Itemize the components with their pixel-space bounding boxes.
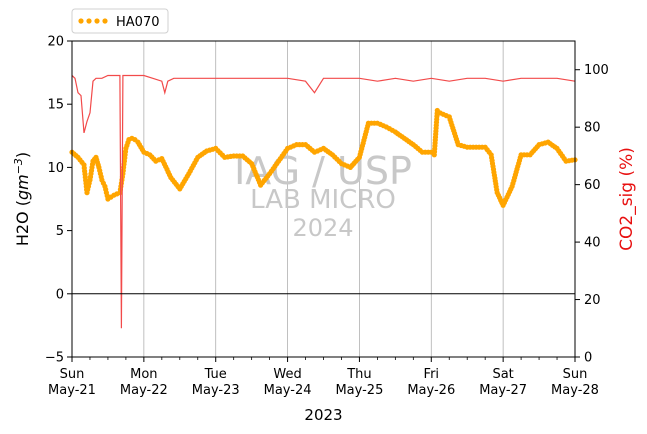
y2-axis-title: CO2_sig (%) (617, 147, 637, 251)
x-tick-label: Sat (492, 367, 513, 382)
series-ha070 (69, 107, 578, 208)
watermark-line: 2024 (292, 214, 353, 242)
co2-sig-line (71, 74, 576, 329)
watermark-line: IAG / USP (234, 149, 412, 193)
y2-tick-label: 40 (584, 236, 601, 251)
grid-lines (143, 41, 504, 357)
x-tick-label: Mon (130, 367, 157, 382)
watermark-line: LAB MICRO (250, 185, 396, 215)
x-tick-label: Sun (563, 367, 588, 382)
y-axis-title: H2O (gm−3) (12, 152, 32, 246)
axis-labels: 2023 H2O (gm−3) CO2_sig (%) (12, 147, 637, 424)
x-tick-label: May-28 (551, 383, 599, 398)
legend-marker (78, 18, 84, 24)
legend-box (71, 8, 169, 34)
x-tick-label: May-23 (192, 383, 240, 398)
legend: HA070 (71, 8, 169, 34)
y2-tick-label: 100 (584, 63, 609, 78)
legend-marker (86, 18, 92, 24)
y-tick-label: 20 (47, 35, 64, 50)
x-tick-label: Tue (204, 367, 227, 382)
x-tick-label: May-27 (479, 383, 527, 398)
y2-tick-label: 20 (584, 293, 601, 308)
x-axis: SunMay-21MonMay-22TueMay-23WedMay-24ThuM… (48, 357, 599, 398)
legend-marker (102, 18, 108, 24)
y-axis-left: −5 0 5 10 15 20 (45, 35, 72, 366)
y-axis-right: 0 20 40 60 80 100 (575, 63, 609, 366)
x-tick-label: May-25 (335, 383, 383, 398)
y2-tick-label: 0 (584, 351, 592, 366)
legend-marker (94, 18, 100, 24)
y-tick-label: 5 (56, 224, 64, 239)
x-axis-title: 2023 (304, 406, 342, 424)
y-tick-label: 0 (56, 287, 64, 302)
y2-tick-label: 60 (584, 178, 601, 193)
y-tick-label: −5 (45, 351, 64, 366)
x-tick-label: Sun (60, 367, 85, 382)
x-tick-label: May-24 (264, 383, 312, 398)
series-co2-sig (71, 74, 576, 329)
x-tick-label: Fri (424, 367, 440, 382)
x-tick-label: May-22 (120, 383, 168, 398)
x-tick-label: Wed (273, 367, 301, 382)
y-tick-label: 15 (47, 98, 64, 113)
x-tick-label: May-26 (407, 383, 455, 398)
y-tick-label: 10 (47, 161, 64, 176)
legend-label: HA070 (116, 15, 159, 30)
y2-tick-label: 80 (584, 121, 601, 136)
x-tick-label: May-21 (48, 383, 96, 398)
x-tick-label: Thu (346, 367, 371, 382)
